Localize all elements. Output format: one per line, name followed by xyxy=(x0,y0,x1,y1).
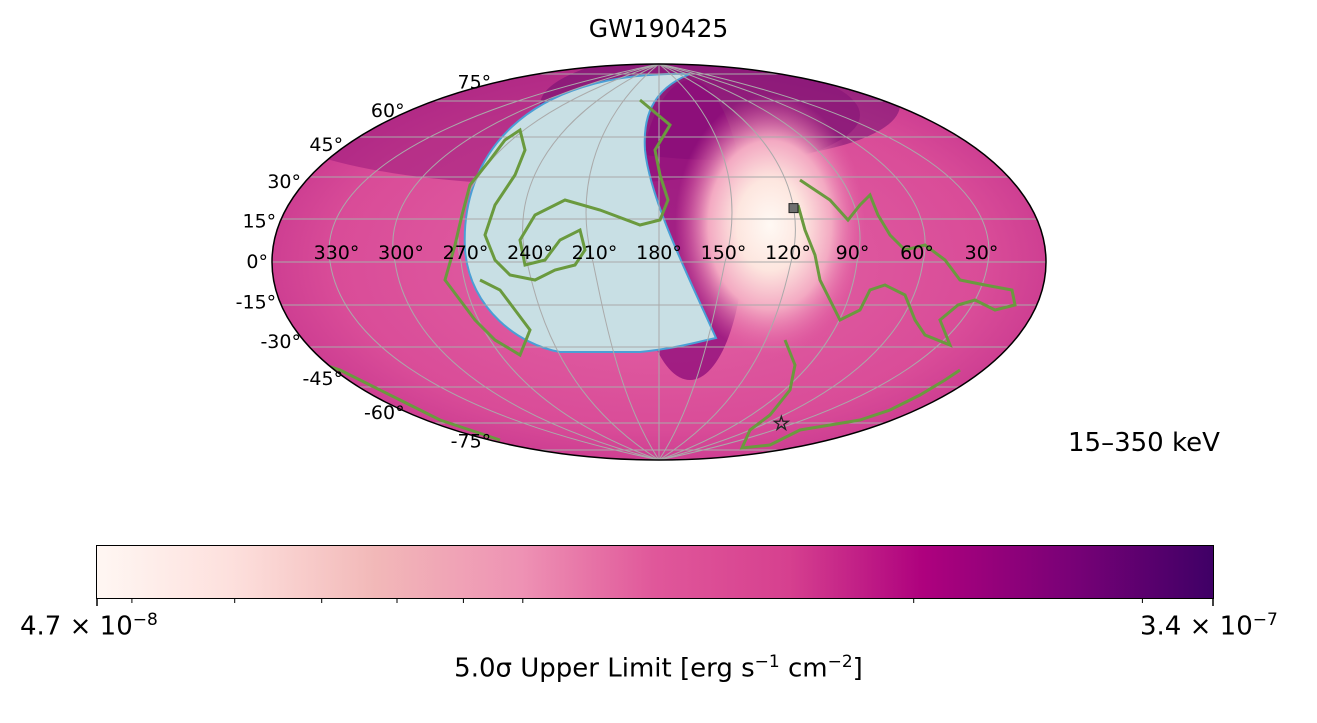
lat-tick-label: -75° xyxy=(451,430,492,452)
lon-tick-label: 300° xyxy=(378,242,424,264)
lon-tick-label: 30° xyxy=(965,242,999,264)
lon-tick-label: 330° xyxy=(314,242,360,264)
lat-tick-label: -60° xyxy=(364,402,405,424)
colorbar-label-prefix: 5.0σ Upper Limit [erg s xyxy=(454,653,755,684)
colorbar-frame xyxy=(96,545,1214,599)
lat-tick-label: 45° xyxy=(309,134,343,156)
star-marker: ☆ xyxy=(772,411,790,435)
energy-band-label: 15–350 keV xyxy=(1068,428,1220,458)
colorbar-gradient xyxy=(97,546,1213,598)
lon-tick-label: 270° xyxy=(443,242,489,264)
colorbar-label-end: ] xyxy=(852,653,863,684)
colorbar-max-label: 3.4 × 10−7 xyxy=(1140,610,1278,642)
lat-tick-label: -15° xyxy=(236,292,277,314)
colorbar-max-exponent: −7 xyxy=(1252,610,1278,630)
lon-tick-labels: 330° 300° 270° 240° 210° 180° 150° 120° 90° 60° 30… xyxy=(314,242,999,264)
colorbar-min-exponent: −8 xyxy=(132,610,158,630)
lon-tick-label: 120° xyxy=(765,242,811,264)
colorbar-ticks xyxy=(96,598,1214,606)
lon-tick-label: 150° xyxy=(701,242,747,264)
colorbar-label-mid: cm xyxy=(779,653,828,684)
colorbar-min-label: 4.7 × 10−8 xyxy=(20,610,158,642)
lon-tick-label: 90° xyxy=(836,242,870,264)
earth-occulted-region xyxy=(463,72,718,353)
lon-tick-label: 210° xyxy=(572,242,618,264)
chart-title: GW190425 xyxy=(588,14,729,43)
colorbar-min-mantissa: 4.7 xyxy=(20,611,62,642)
colorbar-label-s-exp: −1 xyxy=(754,652,780,672)
lat-tick-label: -30° xyxy=(260,331,301,353)
lon-tick-label: 180° xyxy=(636,242,682,264)
lat-tick-labels: 75° 60° 45° 30° 15° 0° -15° -30°-45° -60° -75° xyxy=(236,72,492,453)
colorbar-max-mantissa: 3.4 xyxy=(1140,611,1182,642)
lon-tick-label: 240° xyxy=(507,242,553,264)
lat-tick-label: 15° xyxy=(243,211,277,233)
colorbar-label: 5.0σ Upper Limit [erg s−1 cm−2] xyxy=(0,652,1317,684)
sensitive-region xyxy=(675,95,865,355)
lat-tick-label: 30° xyxy=(267,171,301,193)
lon-tick-label: 60° xyxy=(900,242,934,264)
square-marker xyxy=(788,203,799,214)
sky-outline xyxy=(271,63,1047,461)
lat-tick-label: 0° xyxy=(246,251,268,273)
lat-tick-label: -45° xyxy=(303,368,344,390)
lat-tick-label: 75° xyxy=(458,72,492,94)
lat-tick-label: 60° xyxy=(371,100,405,122)
colorbar-label-cm-exp: −2 xyxy=(827,652,853,672)
